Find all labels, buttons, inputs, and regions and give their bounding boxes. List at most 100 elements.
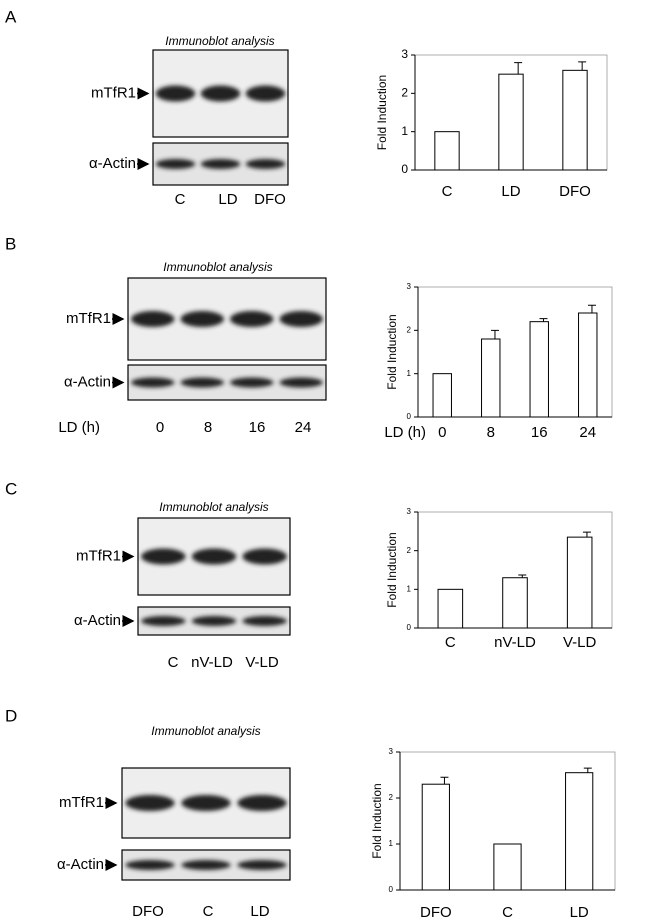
panel-letter: D	[5, 706, 17, 725]
x-tick-label: V-LD	[563, 634, 597, 651]
blot-band	[155, 159, 196, 169]
blot-lane-label: 0	[156, 419, 164, 436]
error-bar	[490, 329, 499, 339]
blot-band	[229, 377, 274, 388]
blot-band	[237, 860, 287, 870]
bar	[432, 373, 452, 418]
error-bar	[587, 304, 596, 313]
y-tick-label: 0	[407, 412, 412, 421]
blot-band	[242, 548, 287, 565]
panel-letter: C	[5, 479, 17, 498]
bar	[565, 772, 594, 891]
blot-band	[180, 377, 225, 388]
blot-title: Immunoblot analysis	[163, 260, 272, 274]
blot-lane-label: 8	[204, 419, 212, 436]
blot-band	[191, 548, 237, 565]
x-tick-label: nV-LD	[494, 634, 536, 651]
blot-lane-prefix: LD (h)	[58, 419, 100, 436]
error-bar	[514, 62, 523, 75]
y-tick-label: 1	[389, 839, 394, 848]
error-bar	[440, 776, 449, 785]
blot-band	[141, 616, 186, 626]
x-tick-label: 16	[531, 424, 548, 441]
blot-band	[242, 616, 287, 626]
blot-band	[125, 795, 175, 811]
error-bar	[583, 767, 592, 773]
blot-band	[180, 311, 225, 327]
blot-band	[200, 159, 241, 169]
blot-title: Immunoblot analysis	[165, 34, 274, 48]
y-tick-label: 3	[407, 507, 412, 516]
blot-band	[237, 795, 287, 811]
bar	[498, 73, 524, 171]
blot-title: Immunoblot analysis	[151, 724, 260, 738]
x-tick-label: C	[445, 634, 456, 651]
bar	[566, 536, 593, 629]
blot-band	[245, 159, 286, 169]
blot-row-label: mTfR1	[59, 794, 104, 811]
error-bar	[539, 318, 548, 322]
blot-lane-label: C	[175, 191, 186, 208]
x-axis-label: LD (h)	[384, 424, 426, 441]
bar	[529, 321, 549, 418]
panel-letter: B	[5, 234, 16, 253]
blot-band	[200, 85, 241, 102]
blot-row-label: α-Actin	[74, 612, 121, 629]
y-tick-label: 1	[407, 584, 412, 593]
blot-row-label: α-Actin	[57, 856, 104, 873]
blot-lane-label: LD	[250, 903, 269, 920]
y-tick-label: 2	[401, 86, 408, 100]
x-tick-label: LD	[501, 183, 520, 200]
x-tick-label: 24	[579, 424, 596, 441]
bar	[437, 588, 464, 629]
blot-lane-label: DFO	[254, 191, 286, 208]
x-tick-label: DFO	[420, 904, 452, 921]
bar	[421, 783, 450, 891]
y-tick-label: 3	[401, 47, 408, 61]
blot-band	[279, 311, 324, 327]
panel-letter: A	[5, 7, 17, 26]
x-tick-label: 8	[487, 424, 495, 441]
x-tick-label: 0	[438, 424, 446, 441]
blot-lane-label: nV-LD	[191, 654, 233, 671]
blot-band	[181, 795, 231, 811]
blot-band	[130, 311, 175, 327]
blot-lane-label: DFO	[132, 903, 164, 920]
blot-band	[229, 311, 274, 327]
y-tick-label: 0	[389, 885, 394, 894]
y-tick-label: 0	[401, 162, 408, 176]
blot-band	[181, 860, 231, 870]
error-bar	[582, 531, 591, 538]
bar	[481, 338, 501, 418]
blot-row-label: α-Actin	[89, 155, 136, 172]
y-tick-label: 3	[389, 747, 394, 756]
y-tick-label: 2	[407, 325, 412, 334]
y-tick-label: 1	[401, 124, 408, 138]
blot-row-label: mTfR1	[66, 310, 111, 327]
error-bar	[518, 574, 527, 578]
bar	[562, 69, 588, 171]
blot-lane-label: LD	[218, 191, 237, 208]
y-axis-label: Fold Induction	[375, 75, 389, 150]
y-tick-label: 2	[389, 793, 394, 802]
error-bar	[578, 61, 587, 71]
blot-row-label: mTfR1	[76, 547, 121, 564]
blot-band	[279, 377, 324, 388]
blot-row-label: mTfR1	[91, 84, 136, 101]
blot-title: Immunoblot analysis	[159, 500, 268, 514]
x-tick-label: C	[502, 904, 513, 921]
x-tick-label: C	[442, 183, 453, 200]
blot-lane-label: 24	[295, 419, 312, 436]
y-axis-label: Fold Induction	[370, 783, 384, 858]
bar	[493, 843, 522, 891]
blot-band	[245, 85, 286, 102]
blot-band	[155, 85, 196, 102]
x-tick-label: LD	[570, 904, 589, 921]
y-tick-label: 3	[407, 282, 412, 291]
blot-lane-label: C	[203, 903, 214, 920]
y-tick-label: 2	[407, 546, 412, 555]
bar	[502, 577, 528, 629]
y-tick-label: 1	[407, 369, 412, 378]
x-tick-label: DFO	[559, 183, 591, 200]
